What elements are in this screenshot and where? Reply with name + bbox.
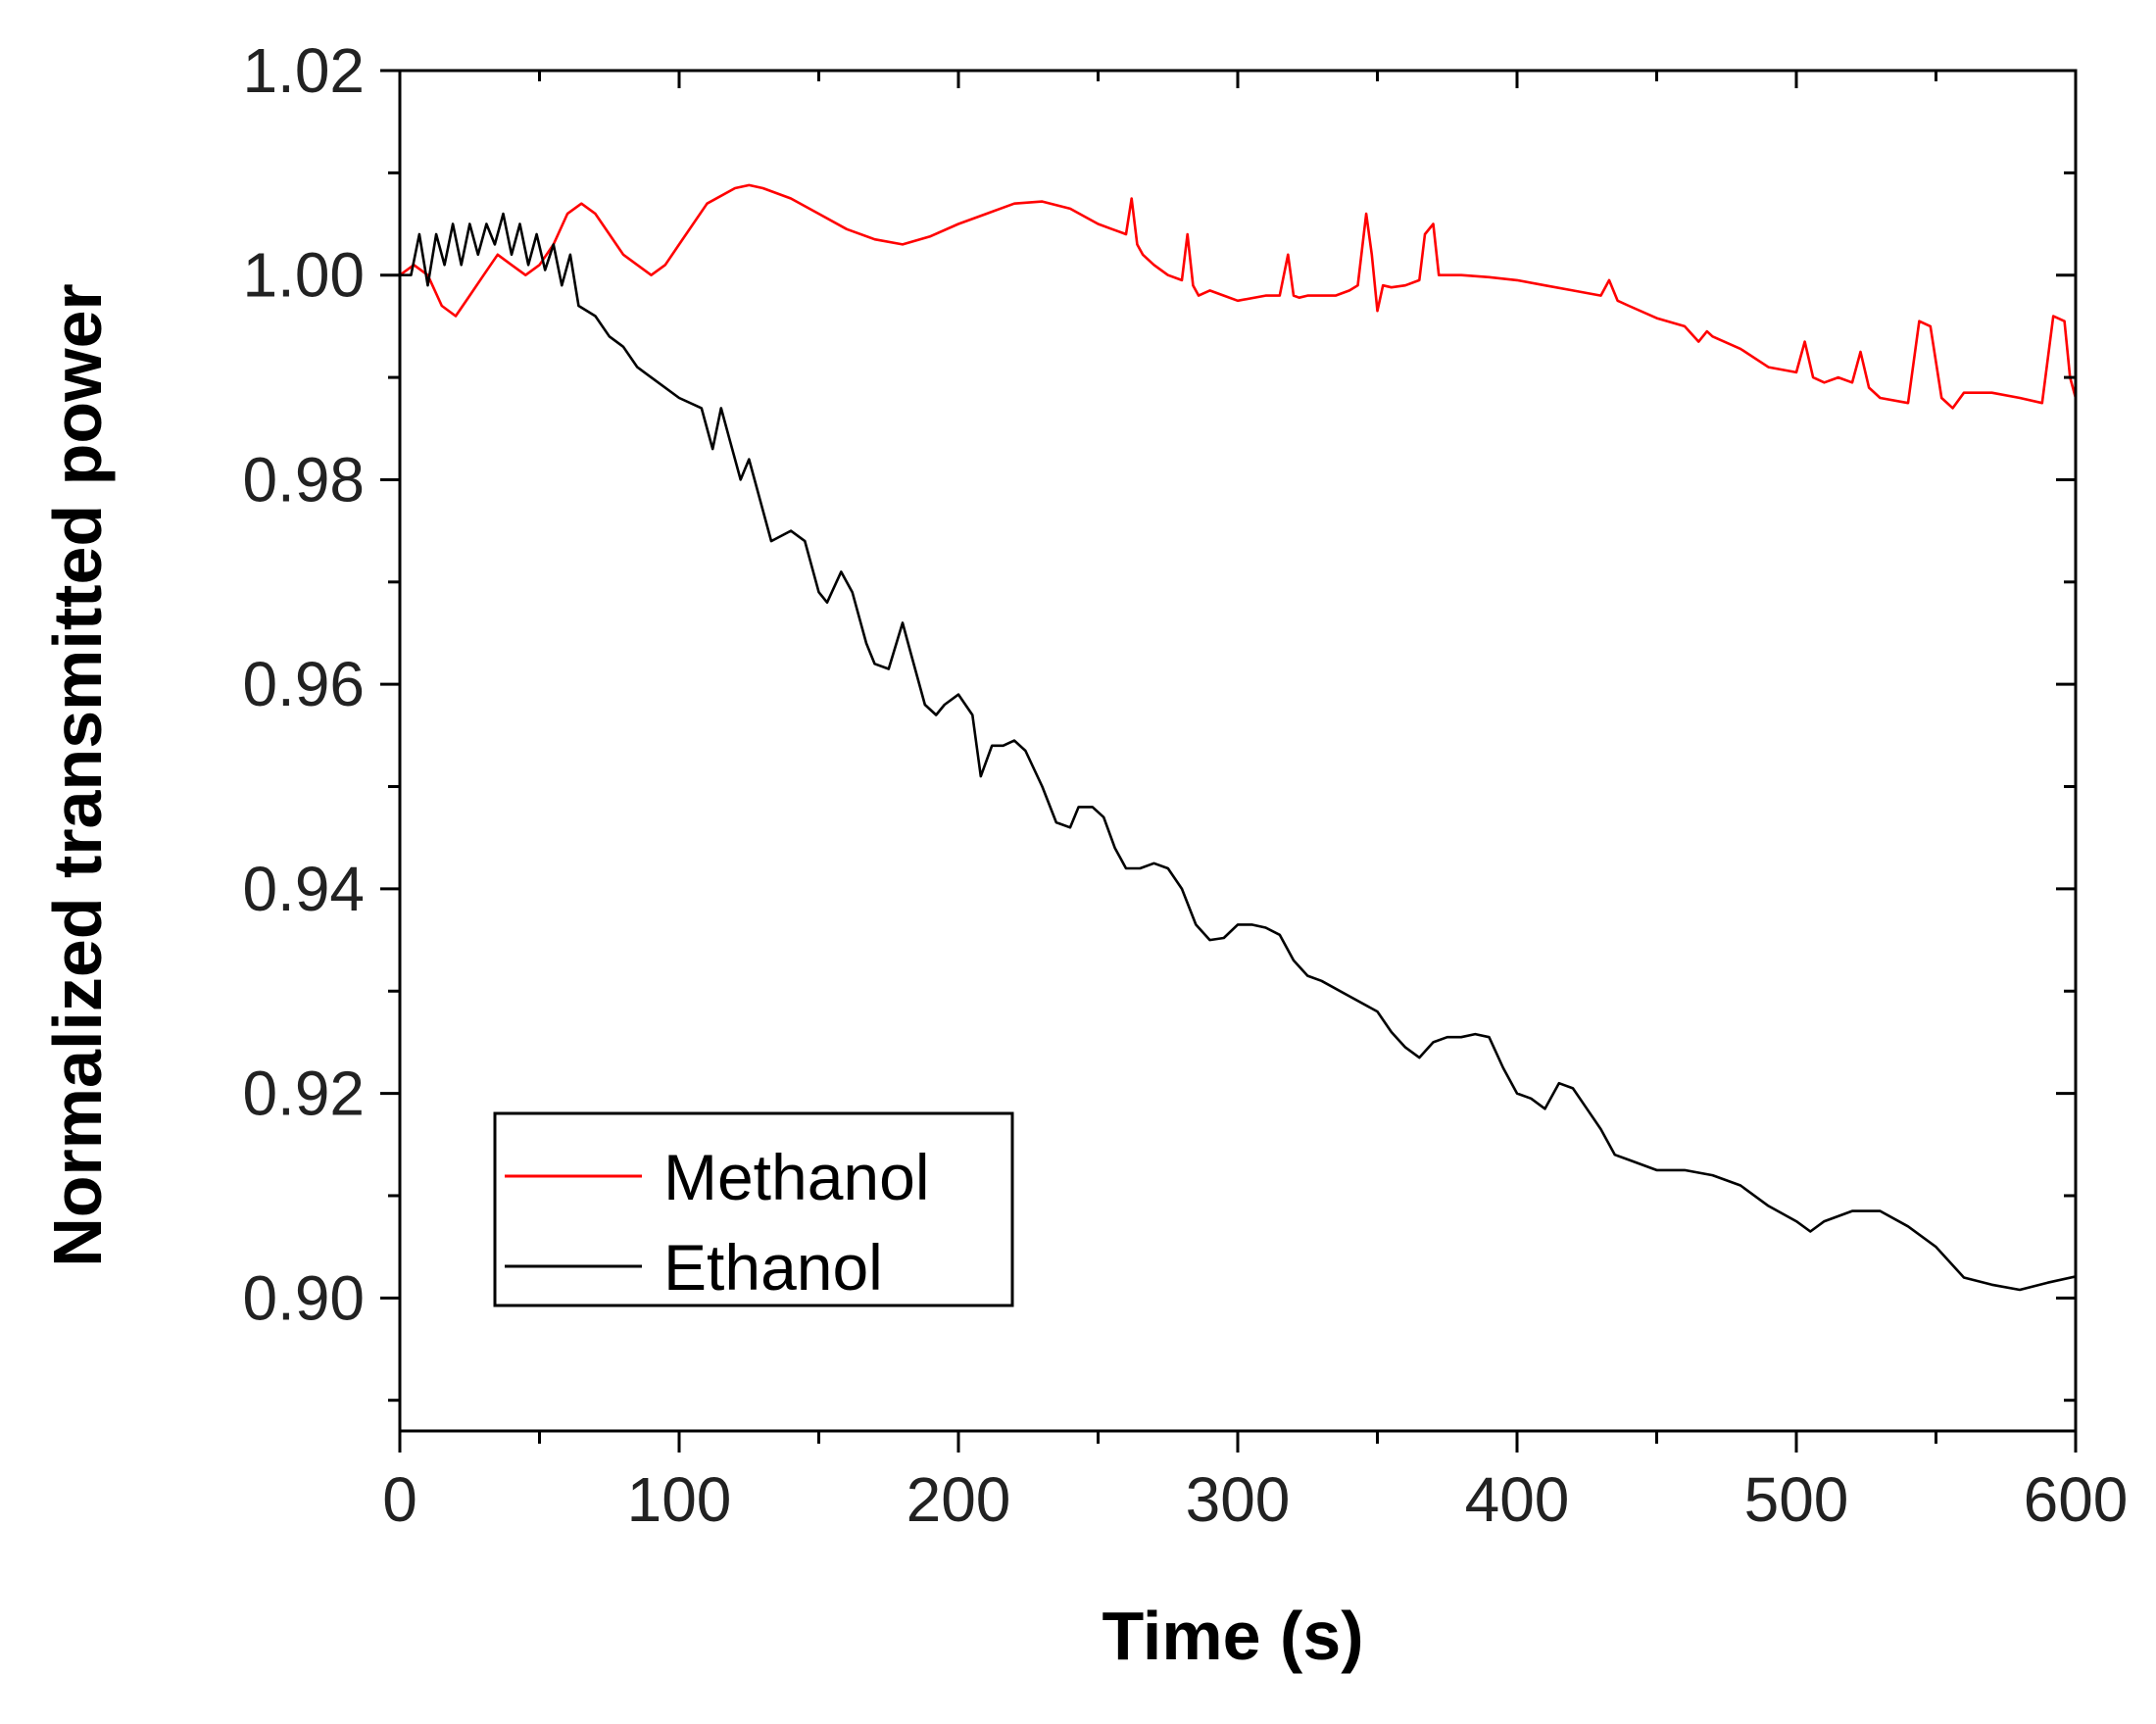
y-tick-label: 0.94 xyxy=(242,854,365,924)
legend-box xyxy=(493,1111,1014,1307)
y-tick-label: 0.98 xyxy=(242,444,365,515)
x-tick-label: 600 xyxy=(2024,1464,2129,1535)
y-tick-label: 0.90 xyxy=(242,1262,365,1333)
x-axis-title: Time (s) xyxy=(1102,1598,1363,1674)
y-tick-label: 0.96 xyxy=(242,649,365,719)
x-tick-label: 400 xyxy=(1465,1464,1570,1535)
y-tick-label: 1.00 xyxy=(242,240,365,311)
x-tick-label: 500 xyxy=(1744,1464,1849,1535)
series-line-ethanol xyxy=(400,212,2076,1292)
x-tick-label: 0 xyxy=(382,1464,417,1535)
legend-label-methanol: Methanol xyxy=(663,1141,930,1213)
x-tick-label: 300 xyxy=(1186,1464,1291,1535)
legend-label-ethanol: Ethanol xyxy=(663,1231,883,1304)
series-line-methanol xyxy=(400,183,2076,410)
x-tick-label: 100 xyxy=(627,1464,732,1535)
y-tick-label: 1.02 xyxy=(242,35,365,106)
y-tick-label: 0.92 xyxy=(242,1059,365,1129)
y-axis-title: Normalized transmitted power xyxy=(39,283,116,1267)
x-tick-label: 200 xyxy=(906,1464,1011,1535)
